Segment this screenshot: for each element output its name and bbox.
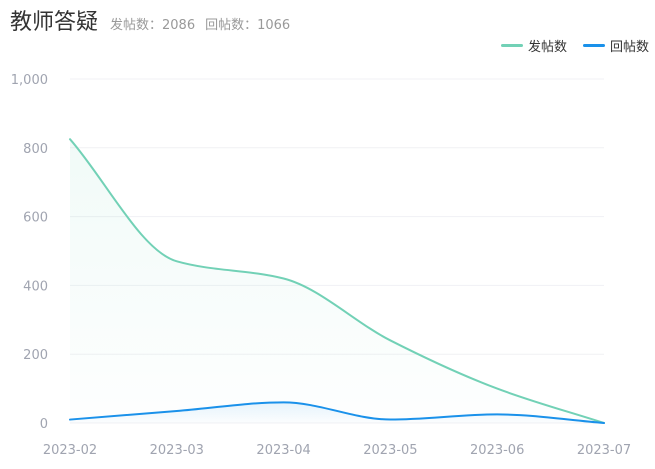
legend-swatch-posts — [500, 44, 523, 47]
x-tick-label: 2023-02 — [43, 443, 97, 458]
x-tick-label: 2023-06 — [470, 443, 524, 458]
x-tick-label: 2023-04 — [256, 443, 310, 458]
y-tick-label: 0 — [40, 417, 48, 432]
y-tick-label: 600 — [23, 211, 48, 226]
reply-count-stat: 回帖数：1066 — [205, 18, 291, 33]
legend-swatch-replies — [582, 44, 605, 47]
chart-header: 教师答疑 发帖数：2086 回帖数：1066 — [10, 4, 300, 35]
series-lines — [69, 138, 605, 424]
area-fill-posts — [70, 139, 604, 423]
y-tick-label: 400 — [23, 279, 48, 294]
x-axis-ticks: 2023-02 2023-03 2023-04 2023-05 2023-06 2023-… — [43, 443, 631, 458]
legend-item-posts[interactable]: 发帖数 — [500, 36, 567, 55]
x-tick-label: 2023-07 — [577, 443, 631, 458]
chart-title: 教师答疑 — [10, 10, 99, 35]
post-count-stat: 发帖数：2086 — [110, 18, 196, 33]
legend-label-posts: 发帖数 — [527, 40, 567, 55]
series-line-replies[interactable] — [69, 401, 605, 424]
y-tick-label: 800 — [23, 142, 48, 157]
x-tick-label: 2023-03 — [150, 443, 204, 458]
legend-item-replies[interactable]: 回帖数 — [582, 36, 649, 55]
legend-label-replies: 回帖数 — [609, 40, 649, 55]
x-tick-label: 2023-05 — [363, 443, 417, 458]
y-tick-label: 200 — [23, 348, 48, 363]
area-fills — [70, 139, 604, 423]
y-tick-label: 1,000 — [11, 73, 48, 88]
area-fill-replies — [70, 402, 604, 423]
series-line-posts[interactable] — [69, 138, 605, 424]
chart-legend: 发帖数 回帖数 — [485, 36, 649, 55]
y-axis-ticks: 0 200 400 600 800 1,000 — [11, 73, 48, 432]
